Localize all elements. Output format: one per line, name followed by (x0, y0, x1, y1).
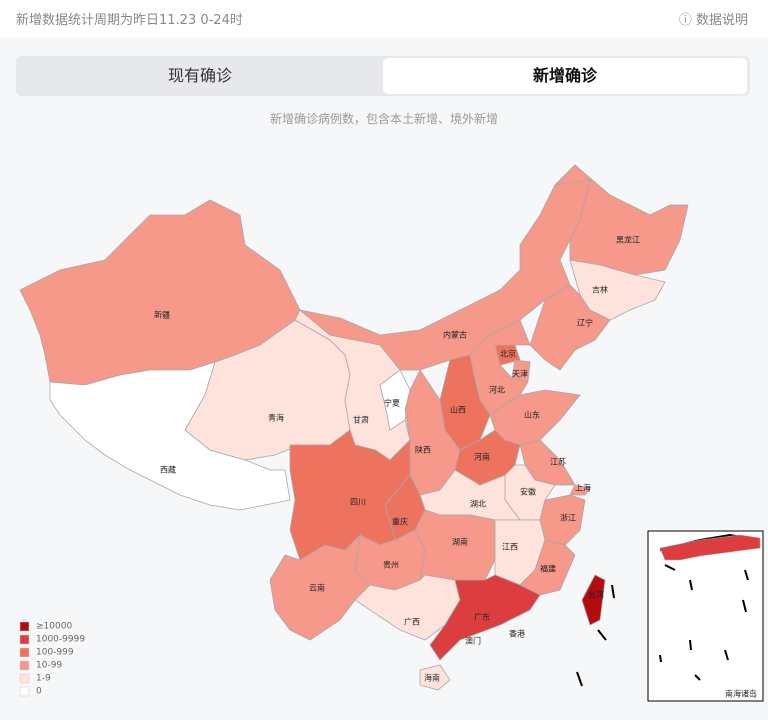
help-link[interactable]: ⓘ 数据说明 (678, 13, 748, 28)
header: 新增数据统计周期为昨日11.23 0-24时 ⓘ 数据说明 (0, 0, 768, 37)
province-label: 福建 (540, 564, 556, 574)
province (49, 361, 291, 511)
province-label: 四川 (350, 498, 366, 507)
inset-label: 南海诸岛 (725, 689, 757, 699)
province-label: 湖南 (452, 537, 468, 547)
legend-swatch (19, 673, 30, 684)
province-label: 河南 (474, 452, 490, 462)
province-label: 天津 (512, 369, 528, 379)
province-label: 河北 (489, 385, 505, 395)
province (519, 539, 576, 596)
province-label: 云南 (309, 583, 325, 593)
province-label: 内蒙古 (443, 330, 467, 340)
province-label: 山东 (524, 410, 540, 420)
province-label: 江西 (502, 543, 518, 552)
province-label: 吉林 (592, 285, 608, 295)
province-label: 宁夏 (384, 398, 400, 408)
province-label: 上海 (575, 483, 591, 493)
legend-swatch (19, 634, 30, 645)
province (429, 574, 541, 661)
province (581, 574, 606, 626)
province-label: 贵州 (383, 560, 399, 570)
province-label: 安徽 (520, 487, 536, 497)
boundary-dashes (576, 533, 761, 687)
province-label: 重庆 (392, 517, 408, 527)
legend-swatch (19, 621, 30, 632)
province-label: 广东 (474, 612, 490, 622)
tab-bar: 现有确诊 新增确诊 (16, 56, 750, 96)
inset-land (659, 534, 761, 561)
province-label: 海南 (424, 673, 440, 683)
province-label: 新疆 (154, 310, 170, 320)
province-label: 甘肃 (353, 415, 369, 425)
city-label: 澳门 (465, 636, 481, 646)
note: 新增确诊病例数，包含本土新增、境外新增 (269, 112, 498, 126)
legend-swatch (19, 660, 30, 671)
tab-active[interactable]: 新增确诊 (383, 58, 747, 94)
province (419, 664, 451, 691)
province-label: 青海 (268, 413, 284, 423)
province-label: 西藏 (160, 465, 176, 475)
period-text: 新增数据统计周期为昨日11.23 0-24时 (16, 13, 243, 28)
legend-label: ≥10000 (36, 622, 72, 632)
province (529, 284, 611, 371)
legend-label: 1-9 (36, 674, 51, 684)
city-label: 香港 (509, 629, 525, 639)
legend-label: 100-999 (36, 648, 74, 658)
province (269, 533, 371, 641)
province-label: 江苏 (550, 457, 566, 467)
province-label: 台湾 (588, 590, 604, 600)
province (569, 484, 591, 496)
province-label: 陕西 (415, 445, 431, 455)
province-label: 浙江 (560, 513, 576, 523)
province-label: 辽宁 (577, 318, 593, 328)
province-label: 山西 (450, 405, 466, 415)
legend-label: 0 (36, 687, 42, 697)
province-label: 湖北 (470, 500, 486, 509)
province (553, 164, 689, 276)
legend-swatch (19, 647, 30, 658)
province-label: 黑龙江 (616, 235, 640, 245)
province-label: 广西 (404, 617, 420, 627)
inset-frame (647, 530, 764, 702)
legend-swatch (19, 686, 30, 697)
tab[interactable]: 现有确诊 (167, 66, 232, 85)
help-text[interactable]: 数据说明 (695, 13, 748, 28)
legend-label: 1000-9999 (36, 635, 85, 645)
province-label: 北京 (500, 349, 516, 359)
legend-label: 10-99 (36, 661, 62, 671)
